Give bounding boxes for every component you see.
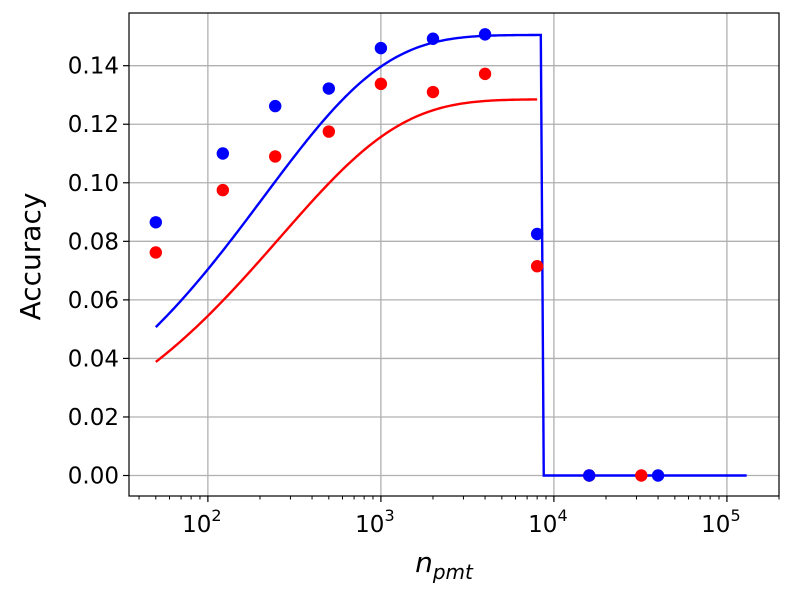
x-tick-label: 103 xyxy=(355,506,394,538)
x-axis-label-main: n xyxy=(415,546,433,579)
data-point xyxy=(583,469,596,482)
y-tick-label: 0.00 xyxy=(68,464,119,490)
y-tick-label: 0.12 xyxy=(68,112,119,138)
data-point xyxy=(269,99,282,113)
data-point xyxy=(374,77,388,91)
y-tick-label: 0.08 xyxy=(68,229,119,255)
data-point xyxy=(426,32,440,45)
x-tick-label: 104 xyxy=(528,506,567,538)
data-point xyxy=(322,125,336,138)
data-point xyxy=(530,227,544,241)
x-tick-labels: 102 103 104 105 xyxy=(182,506,741,538)
x-axis-label-subscript: pmt xyxy=(432,560,474,584)
ticks xyxy=(123,65,780,502)
fit-curve-1 xyxy=(155,98,538,363)
x-tick-label: 105 xyxy=(701,506,740,538)
data-point xyxy=(269,150,282,163)
data-point xyxy=(216,183,230,197)
y-tick-labels: 0.00 0.02 0.04 0.06 0.08 0.10 0.12 0.14 xyxy=(68,54,119,490)
data-point xyxy=(478,67,492,81)
y-tick-label: 0.06 xyxy=(68,288,119,314)
data-point xyxy=(216,147,230,160)
x-axis-label: npmt xyxy=(415,546,474,584)
grid xyxy=(129,13,779,496)
data-point xyxy=(635,469,648,482)
data-point xyxy=(149,246,162,259)
data-point xyxy=(426,85,440,99)
fit-curves xyxy=(154,33,747,477)
fit-curve-0 xyxy=(154,33,747,477)
data-point xyxy=(530,260,544,273)
data-points xyxy=(149,28,665,482)
plot-frame xyxy=(128,12,780,497)
y-tick-label: 0.04 xyxy=(68,346,119,372)
x-tick-label: 102 xyxy=(182,506,221,538)
data-point xyxy=(322,82,336,95)
y-tick-label: 0.14 xyxy=(68,54,119,80)
y-tick-label: 0.10 xyxy=(68,171,119,197)
data-point xyxy=(149,216,162,229)
data-point xyxy=(374,41,388,55)
y-tick-label: 0.02 xyxy=(68,405,119,431)
data-point xyxy=(478,28,492,41)
y-axis-label: Accuracy xyxy=(14,193,47,321)
data-point xyxy=(651,469,665,482)
